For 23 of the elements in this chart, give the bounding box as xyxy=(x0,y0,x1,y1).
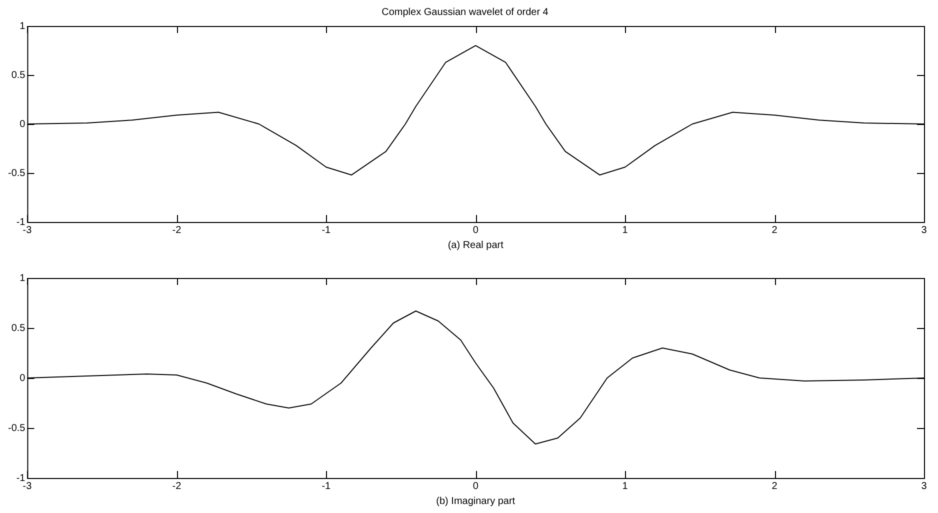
x-tick-label: 3 xyxy=(921,480,928,492)
x-tick-label: -1 xyxy=(322,480,332,492)
x-tick-label: -2 xyxy=(172,224,182,236)
y-tick-label: 1 xyxy=(20,272,26,284)
y-tick-label: 0.5 xyxy=(11,70,26,81)
chart-title: Complex Gaussian wavelet of order 4 xyxy=(382,6,549,18)
x-tick-label: 2 xyxy=(772,224,778,236)
x-tick-label: 2 xyxy=(772,480,778,492)
x-axis-title: (b) Imaginary part xyxy=(436,496,516,507)
x-tick-label: -1 xyxy=(322,224,332,236)
y-tick-label: 0 xyxy=(20,118,26,130)
y-tick-label: 1 xyxy=(20,20,26,32)
y-tick-label: -0.5 xyxy=(8,168,26,179)
y-tick-label: -0.5 xyxy=(8,422,26,434)
y-tick-label: 0.5 xyxy=(11,322,26,334)
x-tick-label: 3 xyxy=(921,224,928,236)
x-tick-label: 0 xyxy=(472,480,479,492)
x-tick-label: 0 xyxy=(472,224,479,236)
x-tick-label: 1 xyxy=(622,480,628,492)
x-axis-title: (a) Real part xyxy=(448,240,504,251)
x-tick-label: 1 xyxy=(622,224,628,236)
y-tick-label: 0 xyxy=(20,372,26,384)
x-tick-label: -2 xyxy=(172,480,182,492)
